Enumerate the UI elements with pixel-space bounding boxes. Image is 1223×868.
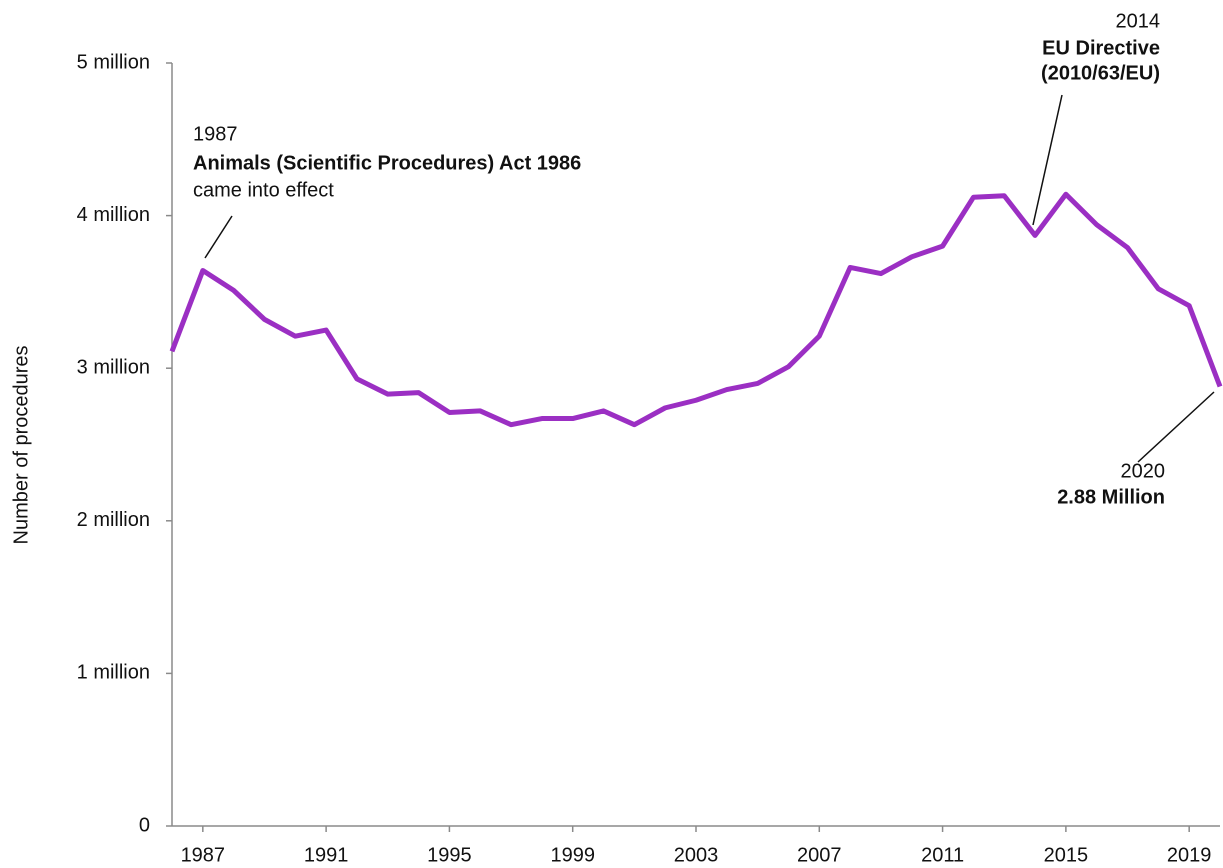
annotation-text: 2014 — [1116, 10, 1161, 32]
y-tick-label: 3 million — [77, 356, 150, 378]
annotation-text: came into effect — [193, 179, 334, 201]
annotation-text: 1987 — [193, 123, 238, 145]
x-tick-label: 2015 — [1044, 844, 1089, 866]
annotation-text: (2010/63/EU) — [1041, 62, 1160, 84]
x-tick-label: 2011 — [921, 844, 964, 866]
data-line — [169, 191, 1223, 428]
x-tick-label: 2019 — [1167, 844, 1212, 866]
x-tick-label: 1987 — [181, 844, 226, 866]
annotation-text: EU Directive — [1042, 37, 1160, 59]
x-tick-label: 1995 — [427, 844, 472, 866]
leader-line — [1032, 94, 1063, 226]
y-tick-label: 1 million — [77, 662, 150, 684]
y-tick-label: 0 — [139, 814, 150, 836]
y-tick-label: 5 million — [77, 51, 150, 73]
annotation-text: 2020 — [1121, 460, 1166, 482]
x-tick-label: 1991 — [304, 844, 349, 866]
annotation-text: Animals (Scientific Procedures) Act 1986 — [193, 152, 581, 174]
annotation-text: 2.88 Million — [1057, 486, 1165, 508]
x-tick-label: 2007 — [797, 844, 842, 866]
y-axis-title: Number of procedures — [10, 346, 32, 545]
leader-line — [204, 215, 233, 259]
x-tick-label: 2003 — [674, 844, 719, 866]
x-tick-label: 1999 — [550, 844, 595, 866]
y-tick-label: 4 million — [77, 204, 150, 226]
leader-line — [1137, 391, 1215, 463]
y-tick-label: 2 million — [77, 509, 150, 531]
